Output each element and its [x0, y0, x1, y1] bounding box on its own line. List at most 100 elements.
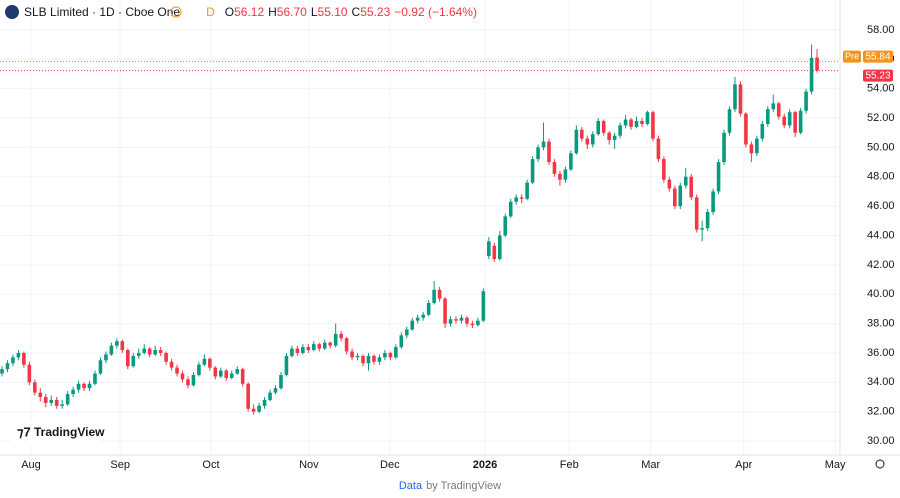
candle-body: [678, 185, 683, 207]
candle-body: [71, 389, 75, 395]
candle-body: [268, 392, 272, 400]
y-tick-label: 38.00: [867, 318, 895, 330]
candle-body: [388, 352, 393, 358]
candle-body: [93, 373, 97, 384]
candle-body: [640, 120, 644, 124]
candle-body: [547, 141, 551, 163]
x-tick-label: Feb: [560, 459, 579, 471]
candle-body: [793, 112, 797, 133]
x-tick-label: Oct: [202, 459, 219, 471]
candle-body: [355, 355, 360, 358]
candle-body: [749, 144, 754, 154]
candle-body: [470, 323, 475, 326]
footer-link[interactable]: Data: [399, 480, 423, 492]
x-tick-label: May: [825, 459, 846, 471]
candle-body: [618, 125, 622, 136]
candle-body: [104, 354, 108, 361]
candle-body: [760, 123, 765, 139]
candle-body: [563, 169, 568, 180]
candle-body: [508, 201, 513, 217]
candle-body: [744, 113, 748, 145]
candle-body: [0, 369, 4, 374]
candle-body: [136, 352, 141, 356]
x-tick-label: 2026: [473, 459, 497, 471]
candle-body: [410, 320, 415, 330]
candle-body: [727, 109, 732, 133]
candle-body: [629, 119, 633, 127]
candle-body: [311, 344, 316, 351]
candle-body: [11, 357, 15, 364]
candle-body: [492, 245, 497, 259]
candle-body: [273, 388, 278, 393]
candle-body: [656, 138, 661, 160]
candle-body: [240, 369, 245, 384]
candle-body: [366, 355, 371, 364]
candle-body: [815, 57, 819, 71]
candle-body: [662, 159, 666, 180]
x-tick-label: Nov: [299, 459, 319, 471]
candle-body: [38, 392, 43, 398]
o-label: O: [225, 5, 234, 19]
y-tick-label: 40.00: [867, 288, 895, 300]
candle-body: [219, 370, 223, 377]
candle-body: [54, 399, 59, 406]
candle-body: [541, 141, 546, 148]
candle-body: [776, 103, 781, 117]
candle-body: [16, 352, 21, 358]
candle-body: [317, 344, 322, 349]
change: −0.92 (−1.64%): [394, 5, 477, 19]
candle-body: [142, 348, 147, 353]
candle-body: [224, 370, 229, 378]
price-label: 55.84: [865, 51, 890, 62]
candle-body: [497, 235, 502, 259]
candle-body: [683, 176, 688, 186]
candle-body: [667, 179, 672, 189]
high: 56.70: [277, 5, 307, 19]
logo-badge[interactable]: [8, 420, 102, 445]
candle-body: [580, 129, 584, 139]
legend-header: SLB Limited · 1D · Cboe One D O56.12 H56.70…: [24, 5, 477, 19]
candle-body: [377, 357, 382, 362]
candle-body: [191, 374, 196, 386]
candle-body: [443, 298, 447, 324]
candle-body: [503, 216, 508, 236]
close: 55.23: [360, 5, 390, 19]
y-tick-label: 34.00: [867, 376, 895, 388]
footer-text: by TradingView: [426, 480, 501, 492]
candle-body: [339, 333, 343, 339]
candle-body: [476, 320, 480, 326]
candle-body: [279, 374, 283, 389]
candle-body: [344, 338, 349, 352]
candle-body: [372, 355, 376, 362]
y-tick-label: 44.00: [867, 229, 895, 241]
candle-body: [262, 399, 267, 406]
candle-body: [766, 109, 770, 124]
price-label-name: Pre: [845, 51, 859, 61]
candle-body: [432, 289, 436, 304]
grid: [0, 0, 840, 455]
candle-body: [229, 373, 234, 378]
candle-body: [536, 147, 540, 160]
candle-body: [333, 333, 338, 346]
candle-body: [809, 57, 814, 92]
candle-body: [65, 394, 70, 405]
y-tick-label: 48.00: [867, 171, 895, 183]
candle-body: [651, 112, 655, 139]
y-tick-label: 46.00: [867, 200, 895, 212]
candle-body: [601, 120, 606, 133]
candle-body: [569, 153, 573, 170]
candle-body: [771, 103, 776, 110]
candle-body: [164, 352, 168, 362]
x-tick-label: Apr: [735, 459, 752, 471]
x-tick-label: Dec: [380, 459, 400, 471]
candle-body: [421, 314, 425, 318]
candle-body: [246, 383, 250, 409]
candle-body: [147, 348, 152, 355]
y-tick-label: 50.00: [867, 141, 895, 153]
settings-icon[interactable]: [875, 459, 885, 469]
candle-body: [322, 342, 327, 349]
candle-body: [607, 132, 611, 141]
y-tick-label: 42.00: [867, 259, 895, 271]
